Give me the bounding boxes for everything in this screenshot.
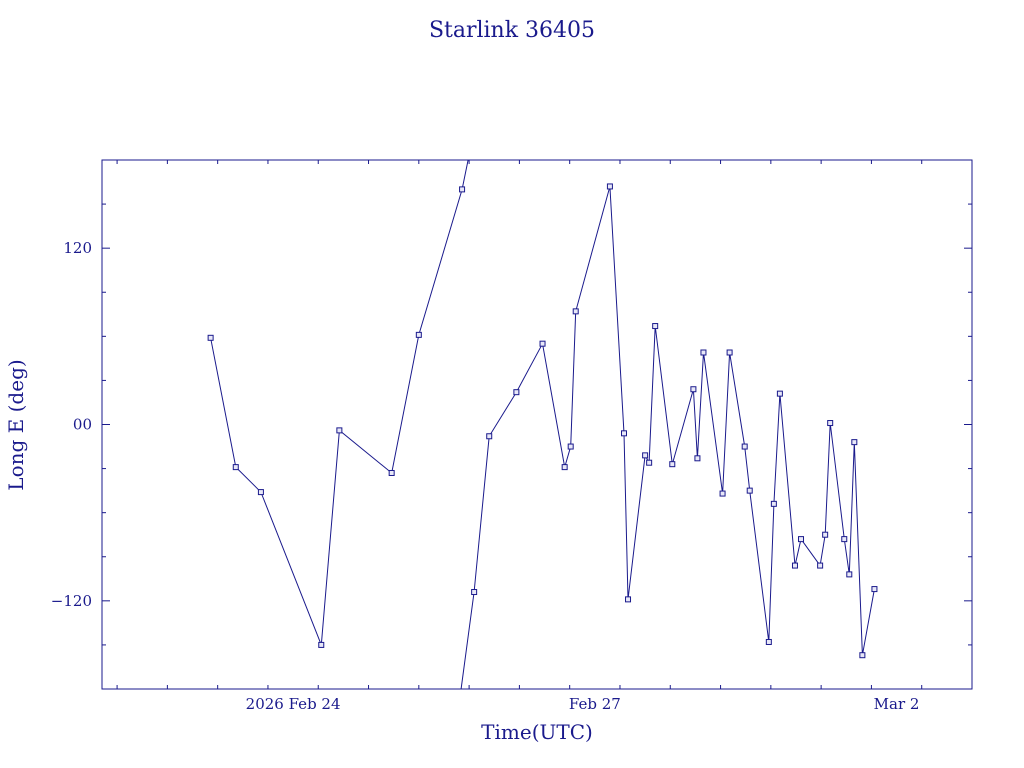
y-axis-label: Long E (deg) — [4, 359, 28, 490]
data-point — [741, 443, 748, 450]
data-point — [851, 439, 858, 446]
data-point — [572, 308, 579, 315]
data-point — [471, 589, 478, 596]
data-point — [822, 531, 829, 538]
data-point — [513, 389, 520, 396]
data-point — [459, 186, 466, 193]
data-point — [232, 464, 239, 471]
plot-frame — [101, 159, 973, 690]
data-point — [871, 586, 878, 593]
data-point — [719, 490, 726, 497]
data-point — [791, 562, 798, 569]
data-point — [642, 452, 649, 459]
data-point — [726, 349, 733, 356]
data-point — [486, 433, 493, 440]
x-tick-label: Mar 2 — [874, 695, 920, 713]
data-point — [646, 459, 653, 466]
data-point — [621, 430, 627, 437]
data-point — [776, 390, 783, 397]
data-point — [606, 183, 613, 190]
data-point — [388, 469, 395, 476]
data-point — [257, 489, 264, 496]
x-axis-label: Time(UTC) — [481, 720, 593, 744]
y-tick-label: 00 — [73, 416, 92, 434]
data-point — [846, 571, 853, 578]
data-point — [567, 443, 574, 450]
data-point — [336, 427, 343, 434]
y-tick-label: −120 — [51, 592, 92, 610]
data-point — [625, 596, 632, 603]
tick-marks — [102, 160, 972, 689]
data-point — [770, 500, 777, 507]
data-point — [817, 562, 824, 569]
data-point — [561, 464, 568, 471]
data-point — [318, 641, 325, 648]
series-group — [207, 159, 878, 690]
data-point — [207, 334, 214, 341]
y-tick-label: 120 — [63, 239, 92, 257]
data-point — [690, 386, 697, 393]
data-point — [798, 536, 805, 543]
data-point — [827, 420, 834, 427]
data-point — [841, 536, 848, 543]
data-point — [539, 340, 546, 347]
x-tick-label: Feb 27 — [569, 695, 621, 713]
data-point — [700, 349, 707, 356]
data-point — [859, 652, 866, 659]
data-point — [765, 638, 772, 645]
series-line — [210, 159, 469, 646]
chart-title: Starlink 36405 — [429, 18, 595, 43]
data-point — [746, 487, 753, 494]
tick-labels: 2026 Feb 24 Feb 27 Mar 2 120 00 −120 — [51, 239, 920, 713]
x-tick-label: 2026 Feb 24 — [246, 695, 341, 713]
data-point — [652, 323, 659, 330]
data-point — [669, 461, 676, 468]
data-point — [415, 331, 422, 338]
series-line — [460, 186, 875, 690]
data-point — [694, 455, 701, 462]
